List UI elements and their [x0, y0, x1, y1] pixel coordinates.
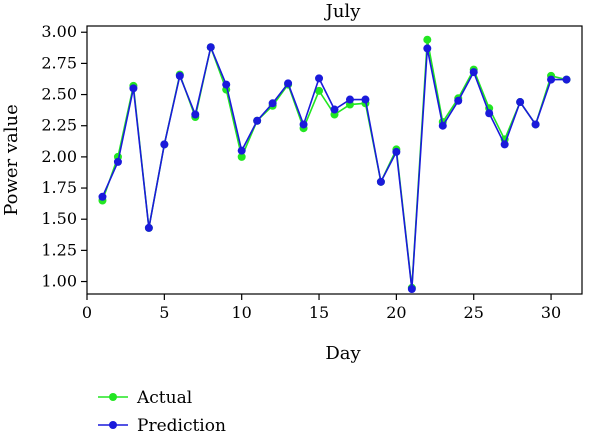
y-tick-label: 1.50 [41, 209, 77, 228]
data-point-prediction [500, 140, 509, 149]
data-point-actual [315, 86, 324, 95]
y-tick-label: 1.00 [41, 272, 77, 291]
x-tick-label: 30 [541, 303, 561, 322]
data-point-prediction [562, 75, 571, 84]
data-point-actual [423, 35, 432, 44]
legend-marker-prediction [109, 421, 117, 429]
data-point-prediction [160, 140, 169, 149]
data-point-prediction [206, 43, 215, 52]
plot-frame [86, 25, 583, 295]
x-tick-label: 20 [386, 303, 406, 322]
series-layer [98, 35, 571, 294]
data-point-prediction [237, 146, 246, 155]
x-axis: 0 5 10 15 20 25 30 [82, 294, 561, 322]
data-point-prediction [516, 98, 525, 107]
legend-label-actual: Actual [136, 388, 192, 408]
data-point-prediction [284, 79, 293, 88]
legend-item-prediction: Prediction [98, 416, 226, 434]
data-point-prediction [345, 95, 354, 104]
x-tick-label: 10 [232, 303, 252, 322]
y-tick-label: 2.25 [41, 116, 77, 135]
data-point-prediction [376, 177, 385, 186]
legend: Actual Prediction [98, 388, 226, 434]
series-actual [98, 35, 571, 292]
legend-marker-actual [109, 393, 117, 401]
data-point-prediction [253, 116, 262, 125]
data-point-prediction [222, 80, 231, 89]
data-point-prediction [423, 44, 432, 53]
data-point-prediction [361, 95, 370, 104]
data-point-prediction [113, 157, 122, 166]
x-tick-label: 0 [82, 303, 92, 322]
data-point-prediction [98, 192, 107, 201]
legend-label-prediction: Prediction [137, 416, 226, 434]
data-point-prediction [547, 75, 556, 84]
legend-item-actual: Actual [98, 388, 192, 408]
y-tick-label: 3.00 [41, 22, 77, 41]
x-axis-label: Day [325, 343, 361, 364]
y-tick-label: 2.75 [41, 53, 77, 72]
data-point-prediction [469, 68, 478, 77]
series-line-actual [101, 39, 567, 288]
data-point-prediction [144, 223, 153, 232]
y-tick-label: 1.75 [41, 178, 77, 197]
y-axis-label: Power value [1, 104, 22, 216]
data-point-prediction [531, 120, 540, 129]
data-point-prediction [175, 71, 184, 80]
data-point-prediction [268, 99, 277, 108]
data-point-prediction [454, 96, 463, 105]
data-point-prediction [407, 285, 416, 294]
data-point-prediction [299, 120, 308, 129]
data-point-prediction [191, 110, 200, 119]
chart-title: July [324, 1, 362, 22]
y-tick-label: 1.25 [41, 240, 77, 259]
data-point-prediction [330, 105, 339, 114]
series-prediction [98, 43, 571, 294]
x-tick-label: 15 [309, 303, 329, 322]
data-point-prediction [129, 84, 138, 93]
data-point-actual [237, 152, 246, 161]
data-point-prediction [438, 121, 447, 130]
data-point-prediction [485, 109, 494, 118]
y-axis: 1.00 1.25 1.50 1.75 2.00 2.25 2.50 2.75 3.00 [41, 22, 87, 291]
data-point-prediction [392, 147, 401, 156]
y-tick-label: 2.00 [41, 147, 77, 166]
data-point-prediction [315, 74, 324, 83]
series-line-prediction [101, 44, 567, 290]
x-tick-label: 5 [159, 303, 169, 322]
y-tick-label: 2.50 [41, 85, 77, 104]
x-tick-label: 25 [464, 303, 484, 322]
